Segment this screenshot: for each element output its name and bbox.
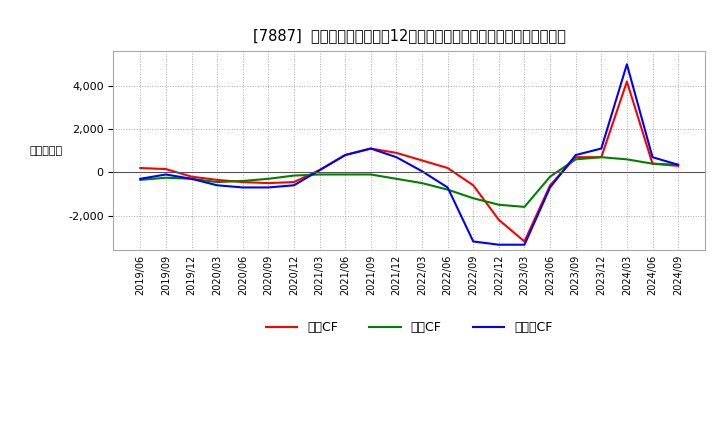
投資CF (495, 202, 503, 207)
投資CF (648, 161, 657, 166)
投資CF (238, 178, 247, 183)
営業CF (161, 166, 170, 172)
営業CF (495, 217, 503, 223)
フリーCF (469, 239, 477, 244)
投資CF (289, 173, 298, 178)
営業CF (623, 79, 631, 84)
営業CF (341, 152, 349, 158)
営業CF (469, 183, 477, 188)
営業CF (546, 183, 554, 188)
フリーCF (418, 169, 426, 174)
投資CF (469, 196, 477, 201)
投資CF (674, 162, 683, 167)
営業CF (572, 154, 580, 160)
フリーCF (213, 183, 222, 188)
フリーCF (238, 185, 247, 190)
営業CF (289, 180, 298, 185)
フリーCF (674, 162, 683, 167)
Title: [7887]  キャッシュフローの12か月移動合計の対前年同期増減額の推移: [7887] キャッシュフローの12か月移動合計の対前年同期増減額の推移 (253, 28, 566, 43)
フリーCF (289, 183, 298, 188)
営業CF (648, 161, 657, 166)
投資CF (315, 172, 324, 177)
Y-axis label: （百万円）: （百万円） (30, 146, 63, 156)
Line: 投資CF: 投資CF (140, 157, 678, 207)
営業CF (315, 168, 324, 173)
営業CF (136, 165, 145, 171)
投資CF (623, 157, 631, 162)
投資CF (520, 204, 528, 209)
フリーCF (264, 185, 273, 190)
フリーCF (161, 172, 170, 177)
投資CF (444, 187, 452, 192)
投資CF (341, 172, 349, 177)
投資CF (572, 157, 580, 162)
フリーCF (597, 146, 606, 151)
フリーCF (495, 242, 503, 247)
営業CF (238, 180, 247, 185)
Legend: 営業CF, 投資CF, フリーCF: 営業CF, 投資CF, フリーCF (261, 316, 557, 339)
Line: フリーCF: フリーCF (140, 64, 678, 245)
Line: 営業CF: 営業CF (140, 81, 678, 242)
フリーCF (648, 154, 657, 160)
営業CF (264, 180, 273, 186)
営業CF (597, 154, 606, 160)
フリーCF (136, 176, 145, 181)
投資CF (597, 154, 606, 160)
フリーCF (520, 242, 528, 247)
営業CF (444, 165, 452, 171)
投資CF (418, 180, 426, 186)
投資CF (213, 180, 222, 185)
フリーCF (572, 152, 580, 158)
営業CF (213, 177, 222, 183)
営業CF (674, 163, 683, 169)
投資CF (264, 176, 273, 181)
フリーCF (315, 168, 324, 173)
営業CF (418, 158, 426, 163)
フリーCF (341, 152, 349, 158)
投資CF (136, 177, 145, 183)
投資CF (546, 174, 554, 179)
投資CF (187, 176, 196, 181)
営業CF (520, 239, 528, 244)
フリーCF (623, 62, 631, 67)
フリーCF (546, 185, 554, 190)
フリーCF (444, 185, 452, 190)
投資CF (392, 176, 401, 181)
フリーCF (366, 146, 375, 151)
営業CF (392, 150, 401, 155)
投資CF (366, 172, 375, 177)
営業CF (187, 174, 196, 179)
フリーCF (392, 154, 401, 160)
営業CF (366, 146, 375, 151)
投資CF (161, 175, 170, 180)
フリーCF (187, 176, 196, 181)
